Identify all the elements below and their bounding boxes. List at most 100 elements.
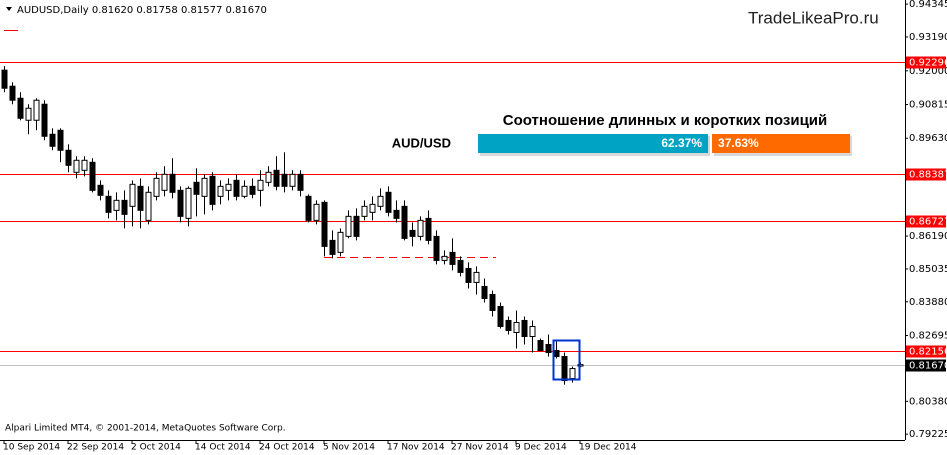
y-tick-label: 0.85035 bbox=[909, 264, 947, 275]
candle-body bbox=[217, 185, 224, 197]
candle-body bbox=[57, 129, 64, 151]
candle-body bbox=[401, 205, 408, 239]
x-tick-label: 27 Nov 2014 bbox=[451, 443, 509, 453]
level-box bbox=[906, 168, 946, 181]
x-tick-label: 5 Nov 2014 bbox=[323, 443, 375, 453]
candle-body bbox=[233, 179, 240, 197]
candle-body bbox=[369, 203, 376, 213]
watermark: TradeLikeaPro.ru bbox=[748, 8, 879, 27]
sentiment-panel: Соотношение длинных и коротких позиций A… bbox=[392, 112, 852, 156]
candle-body bbox=[537, 340, 544, 352]
level-box bbox=[906, 56, 946, 69]
candle-body bbox=[33, 99, 40, 121]
y-tick-label: 0.92000 bbox=[909, 66, 947, 77]
level-box bbox=[906, 215, 946, 228]
candle-body bbox=[89, 161, 96, 191]
candle-body bbox=[561, 356, 568, 382]
candle-body bbox=[161, 173, 168, 191]
candle-body bbox=[81, 159, 88, 171]
candle-body bbox=[497, 305, 504, 327]
candle-body bbox=[489, 293, 496, 311]
candle-body bbox=[521, 319, 528, 337]
candle-body bbox=[185, 187, 192, 219]
plot-area bbox=[0, 62, 905, 385]
candle-body bbox=[257, 179, 264, 191]
highlight-box bbox=[552, 339, 581, 381]
candle-body bbox=[553, 350, 560, 358]
candle-body bbox=[121, 199, 128, 215]
sentiment-pair: AUD/USD bbox=[392, 135, 451, 150]
candle-body bbox=[49, 133, 56, 147]
candle-body bbox=[313, 203, 320, 221]
candle-body bbox=[177, 189, 184, 217]
candle-body bbox=[289, 173, 296, 187]
x-tick-label: 9 Dec 2014 bbox=[515, 443, 567, 453]
candle-body bbox=[273, 169, 280, 187]
candle-body bbox=[249, 185, 256, 195]
candle-body bbox=[505, 319, 512, 331]
candle-body bbox=[433, 235, 440, 261]
sentiment-label: 37.63% bbox=[718, 136, 759, 150]
candle-body bbox=[73, 159, 80, 173]
candle-body bbox=[393, 209, 400, 219]
y-tick-label: 0.79225 bbox=[909, 429, 947, 440]
footer: Alpari Limited MT4, © 2001-2014, MetaQuo… bbox=[5, 424, 286, 434]
candle-body bbox=[9, 85, 16, 101]
candle-body bbox=[377, 195, 384, 207]
current-price-box bbox=[906, 359, 946, 372]
chart-header: AUDUSD,Daily 0.81620 0.81758 0.81577 0.8… bbox=[17, 5, 267, 16]
y-tick-label: 0.80380 bbox=[909, 396, 947, 407]
candle-body bbox=[409, 229, 416, 237]
x-tick-label: 24 Oct 2014 bbox=[259, 443, 315, 453]
candle-body bbox=[169, 173, 176, 193]
candle-body bbox=[145, 191, 152, 221]
candle-body bbox=[65, 149, 72, 166]
menu-arrow bbox=[6, 7, 12, 11]
sentiment-title: Соотношение длинных и коротких позиций bbox=[503, 112, 827, 129]
current-price-label: 0.81670 bbox=[909, 361, 947, 372]
candle-body bbox=[569, 368, 576, 380]
candle-body bbox=[473, 271, 480, 283]
candle-body bbox=[201, 177, 208, 197]
x-tick-label: 22 Sep 2014 bbox=[67, 443, 124, 453]
x-tick-label: 19 Dec 2014 bbox=[579, 443, 637, 453]
y-tick-label: 0.82695 bbox=[909, 330, 947, 341]
candle-body bbox=[297, 173, 304, 191]
level-label: 0.92296 bbox=[909, 58, 947, 69]
candle-body bbox=[417, 219, 424, 237]
candle-body bbox=[449, 251, 456, 265]
candle-body bbox=[457, 259, 464, 273]
candle-body bbox=[153, 177, 160, 197]
x-tick-label: 17 Nov 2014 bbox=[387, 443, 445, 453]
candle-body bbox=[481, 285, 488, 299]
candle-body bbox=[17, 97, 24, 119]
candle-body bbox=[209, 175, 216, 205]
candle-body bbox=[513, 321, 520, 333]
candle-body bbox=[353, 215, 360, 237]
y-tick-label: 0.89630 bbox=[909, 133, 947, 144]
level-box bbox=[906, 345, 946, 358]
y-tick-label: 0.94345 bbox=[909, 0, 947, 10]
level-label: 0.88387 bbox=[909, 170, 947, 181]
candle-body bbox=[329, 239, 336, 255]
candle-body bbox=[545, 344, 552, 354]
candle-body bbox=[105, 195, 112, 213]
candle-body bbox=[385, 191, 392, 213]
candle-body bbox=[345, 215, 352, 237]
candle-body bbox=[281, 173, 288, 187]
level-label: 0.82156 bbox=[909, 347, 947, 358]
candle-body bbox=[225, 183, 232, 191]
candle-body bbox=[25, 107, 32, 121]
candle-body bbox=[529, 325, 536, 337]
candle-body bbox=[1, 69, 8, 89]
y-tick-label: 0.86190 bbox=[909, 231, 947, 242]
candle-body bbox=[113, 199, 120, 211]
level-label: 0.86727 bbox=[909, 217, 947, 228]
candle-body bbox=[425, 217, 432, 241]
candle-body bbox=[265, 171, 272, 183]
candle-body bbox=[465, 267, 472, 283]
x-tick-label: 14 Oct 2014 bbox=[195, 443, 251, 453]
candle-body bbox=[337, 231, 344, 253]
